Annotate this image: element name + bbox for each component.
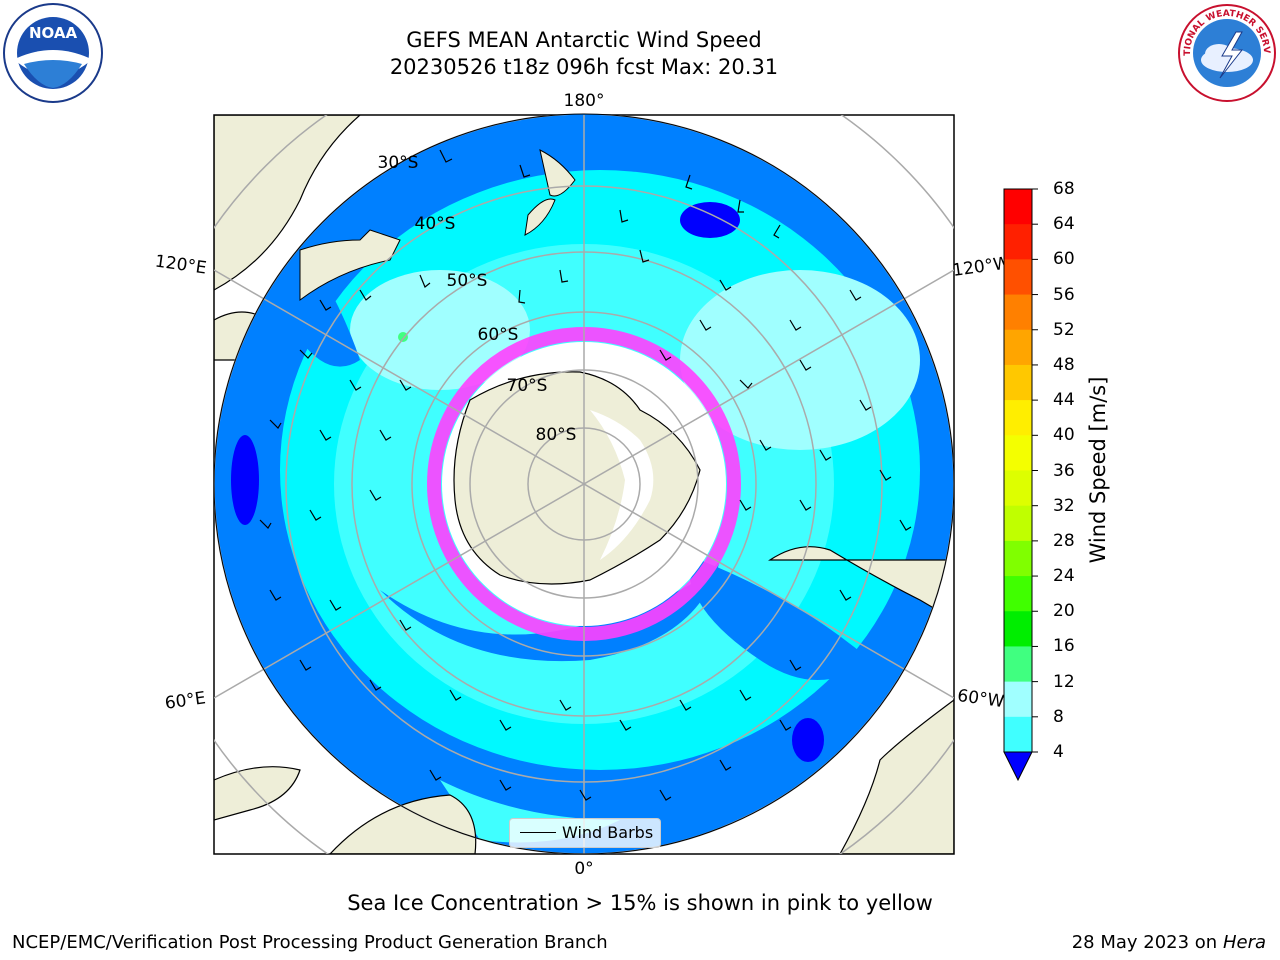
colorbar-segment	[1004, 400, 1032, 436]
lat-label-40s: 40°S	[415, 214, 456, 234]
nws-logo: NATIONAL WEATHER SERVICE	[1176, 2, 1276, 102]
colorbar-label: Wind Speed [m/s]	[1086, 376, 1110, 564]
colorbar-segment	[1004, 716, 1032, 753]
colorbar-tick-label: 52	[1053, 319, 1075, 340]
colorbar-tick-label: 28	[1053, 530, 1075, 551]
colorbar-segment	[1004, 259, 1032, 296]
lat-label-80s: 80°S	[536, 425, 577, 445]
lon-label-180: 180°	[564, 91, 605, 111]
colorbar-tick-label: 8	[1053, 706, 1064, 727]
graticule	[214, 115, 954, 854]
colorbar-tick-label: 68	[1053, 179, 1075, 199]
colorbar-extend-arrow	[1003, 751, 1033, 782]
colorbar-tick-label: 60	[1053, 249, 1075, 270]
lon-label-60w: 60°W	[956, 686, 1005, 712]
lon-label-120e: 120°E	[154, 252, 208, 279]
colorbar-segment	[1004, 364, 1032, 401]
colorbar-segment	[1004, 435, 1032, 471]
colorbar-tick-label: 44	[1053, 390, 1075, 411]
colorbar-segment	[1004, 329, 1032, 366]
colorbar	[1003, 188, 1038, 782]
colorbar-tick-label: 4	[1053, 742, 1064, 762]
colorbar-tick-label: 36	[1053, 460, 1075, 481]
colorbar-segment	[1004, 540, 1032, 577]
colorbar-tick-label: 16	[1053, 636, 1075, 657]
colorbar-segment	[1004, 611, 1032, 647]
footer-date-text: 28 May 2023 on	[1071, 932, 1218, 953]
colorbar-segment	[1004, 294, 1032, 331]
colorbar-segment	[1004, 681, 1032, 718]
colorbar-segment	[1004, 576, 1032, 612]
lon-label-120w: 120°W	[951, 253, 1011, 281]
noaa-logo-text: NOAA	[29, 24, 78, 42]
colorbar-tick-label: 64	[1053, 214, 1075, 235]
colorbar-tick-label: 20	[1053, 601, 1075, 622]
lat-label-60s: 60°S	[478, 325, 519, 345]
noaa-logo: NOAA	[3, 3, 103, 103]
colorbar-tick-label: 12	[1053, 671, 1075, 692]
footer-host: Hera	[1222, 932, 1266, 953]
wind-barbs	[259, 149, 912, 801]
lat-label-30s: 30°S	[378, 153, 419, 173]
colorbar-segment	[1004, 470, 1032, 507]
lat-label-50s: 50°S	[447, 271, 488, 291]
colorbar-segment	[1004, 646, 1032, 683]
lon-label-60e: 60°E	[164, 688, 207, 713]
legend-label: Wind Barbs	[562, 823, 654, 842]
sea-ice-note: Sea Ice Concentration > 15% is shown in …	[347, 891, 933, 915]
colorbar-tick-label: 48	[1053, 354, 1075, 375]
colorbar-segment	[1004, 189, 1032, 225]
colorbar-tick-label: 24	[1053, 566, 1075, 587]
footer-branch: NCEP/EMC/Verification Post Processing Pr…	[12, 932, 608, 953]
colorbar-segment	[1004, 505, 1032, 542]
map-legend: Wind Barbs	[509, 818, 661, 848]
colorbar-tick-label: 56	[1053, 284, 1075, 305]
footer-date: 28 May 2023 on Hera	[1072, 932, 1266, 953]
colorbar-segment	[1004, 224, 1032, 260]
map-subtitle: 20230526 t18z 096h fcst Max: 20.31	[389, 55, 779, 79]
colorbar-tick-label: 32	[1053, 495, 1075, 516]
lon-label-0: 0°	[574, 859, 593, 879]
wind-barb-legend-line	[520, 832, 556, 833]
colorbar-tick-label: 40	[1053, 425, 1075, 446]
lat-label-70s: 70°S	[507, 376, 548, 396]
map-title: GEFS MEAN Antarctic Wind Speed	[406, 28, 762, 52]
map-disk-edge	[213, 113, 955, 855]
